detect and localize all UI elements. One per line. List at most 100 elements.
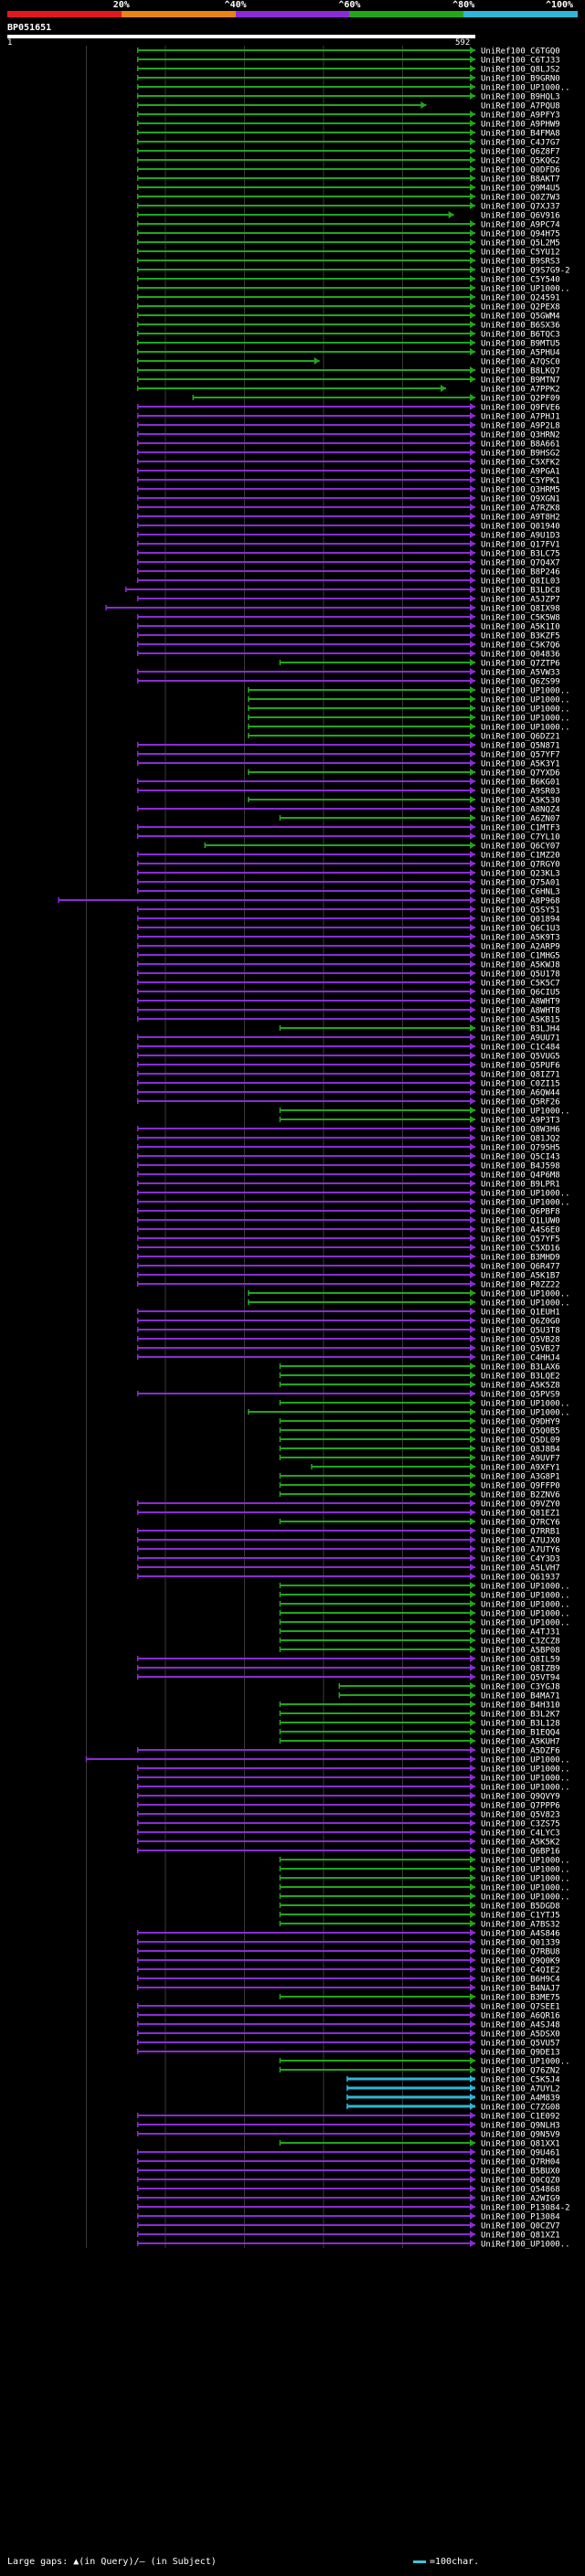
hit-row[interactable]: UniRef100_Q6C1U3 bbox=[136, 924, 560, 934]
hit-row[interactable]: UniRef100_A9XFY1 bbox=[311, 1463, 560, 1473]
hit-row[interactable]: UniRef100_Q01339 bbox=[136, 1938, 560, 1948]
hit-row[interactable]: UniRef100_A6ZN07 bbox=[279, 814, 560, 824]
hit-row[interactable]: UniRef100_B9GRN0 bbox=[136, 74, 560, 84]
hit-row[interactable]: UniRef100_Q5VT94 bbox=[136, 1673, 560, 1683]
hit-row[interactable]: UniRef100_Q8LJS2 bbox=[136, 65, 560, 75]
hit-row[interactable]: UniRef100_A5VW33 bbox=[136, 668, 560, 678]
hit-row[interactable]: UniRef100_A7UYL2 bbox=[346, 2084, 560, 2094]
hit-row[interactable]: UniRef100_Q5Q0B5 bbox=[279, 1426, 560, 1436]
hit-row[interactable]: UniRef100_C1YTJ5 bbox=[279, 1911, 560, 1921]
hit-row[interactable]: UniRef100_A8WHT8 bbox=[136, 1006, 560, 1016]
hit-row[interactable]: UniRef100_B1EQQ4 bbox=[279, 1728, 560, 1738]
hit-row[interactable]: UniRef100_Q3HRM5 bbox=[136, 485, 560, 495]
hit-row[interactable]: UniRef100_B4MA71 bbox=[338, 1691, 560, 1701]
hit-row[interactable]: UniRef100_UP1000.. bbox=[248, 1299, 570, 1309]
hit-row[interactable]: UniRef100_Q8IX98 bbox=[105, 604, 560, 614]
hit-row[interactable]: UniRef100_B9LPR1 bbox=[136, 1180, 560, 1190]
hit-row[interactable]: UniRef100_Q75A01 bbox=[136, 878, 560, 888]
hit-row[interactable]: UniRef100_A5K1B7 bbox=[136, 1271, 560, 1281]
hit-row[interactable]: UniRef100_B9HQL3 bbox=[136, 92, 560, 102]
hit-row[interactable]: UniRef100_A9SR03 bbox=[136, 787, 560, 797]
hit-row[interactable]: UniRef100_Q8W3H6 bbox=[136, 1125, 560, 1135]
hit-row[interactable]: UniRef100_A2ARP9 bbox=[136, 942, 560, 952]
hit-row[interactable]: UniRef100_Q76ZN2 bbox=[279, 2066, 560, 2076]
hit-row[interactable]: UniRef100_A7PQU8 bbox=[136, 101, 560, 111]
hit-row[interactable]: UniRef100_UP1000.. bbox=[279, 1600, 570, 1610]
hit-row[interactable]: UniRef100_C5YU12 bbox=[136, 248, 560, 258]
hit-row[interactable]: UniRef100_B3ME75 bbox=[279, 1993, 560, 2003]
hit-row[interactable]: UniRef100_Q81XZ1 bbox=[136, 2231, 560, 2241]
hit-row[interactable]: UniRef100_Q6R477 bbox=[136, 1262, 560, 1272]
hit-row[interactable]: UniRef100_UP1000.. bbox=[136, 1198, 570, 1208]
hit-row[interactable]: UniRef100_A7QSC0 bbox=[136, 357, 560, 367]
hit-row[interactable]: UniRef100_C4HHJ4 bbox=[136, 1353, 560, 1363]
hit-row[interactable]: UniRef100_Q94H75 bbox=[136, 229, 560, 239]
hit-row[interactable]: UniRef100_Q61937 bbox=[136, 1573, 560, 1583]
hit-row[interactable]: UniRef100_B3LC75 bbox=[136, 549, 560, 559]
hit-row[interactable]: UniRef100_Q9S7G9-2 bbox=[136, 266, 570, 276]
hit-row[interactable]: UniRef100_C3YGJ8 bbox=[338, 1682, 560, 1692]
hit-row[interactable]: UniRef100_Q0DFD6 bbox=[136, 165, 560, 175]
hit-row[interactable]: UniRef100_Q6Z8F7 bbox=[136, 147, 560, 157]
hit-row[interactable]: UniRef100_B6TQC3 bbox=[136, 330, 560, 340]
hit-row[interactable]: UniRef100_C6HNL3 bbox=[136, 887, 560, 897]
hit-row[interactable]: UniRef100_A7PPK2 bbox=[136, 385, 560, 395]
hit-row[interactable]: UniRef100_B6KG01 bbox=[136, 778, 560, 788]
hit-row[interactable]: UniRef100_B3LQE2 bbox=[279, 1372, 560, 1382]
hit-row[interactable]: UniRef100_A7RZK8 bbox=[136, 504, 560, 514]
hit-row[interactable]: UniRef100_A5DSX0 bbox=[136, 2030, 560, 2040]
hit-row[interactable]: UniRef100_Q6Z0G0 bbox=[136, 1317, 560, 1327]
hit-row[interactable]: UniRef100_B4FMA8 bbox=[136, 129, 560, 139]
hit-row[interactable]: UniRef100_Q8IZ71 bbox=[136, 1070, 560, 1080]
hit-row[interactable]: UniRef100_Q6PBF8 bbox=[136, 1207, 560, 1217]
hit-row[interactable]: UniRef100_Q9N5V9 bbox=[136, 2130, 560, 2140]
hit-row[interactable]: UniRef100_Q54868 bbox=[136, 2185, 560, 2195]
hit-row[interactable]: UniRef100_A5K5Z8 bbox=[279, 1381, 560, 1391]
hit-row[interactable]: UniRef100_C0ZI15 bbox=[136, 1079, 560, 1089]
hit-row[interactable]: UniRef100_A5K1I0 bbox=[136, 622, 560, 632]
hit-row[interactable]: UniRef100_Q5U178 bbox=[136, 970, 560, 980]
hit-row[interactable]: UniRef100_A9P2L8 bbox=[136, 421, 560, 431]
hit-row[interactable]: UniRef100_Q3HRN2 bbox=[136, 430, 560, 440]
hit-row[interactable]: UniRef100_Q7XJ37 bbox=[136, 202, 560, 212]
hit-row[interactable]: UniRef100_UP1000.. bbox=[279, 2057, 570, 2067]
hit-row[interactable]: UniRef100_A8NQZ4 bbox=[136, 805, 560, 815]
hit-row[interactable]: UniRef100_Q57YF5 bbox=[136, 1235, 560, 1245]
hit-row[interactable]: UniRef100_A9PHW9 bbox=[136, 120, 560, 130]
hit-row[interactable]: UniRef100_UP1000.. bbox=[279, 1865, 570, 1875]
hit-row[interactable]: UniRef100_Q0CZV7 bbox=[136, 2221, 560, 2231]
hit-row[interactable]: UniRef100_UP1000.. bbox=[279, 1399, 570, 1409]
hit-row[interactable]: UniRef100_Q9M4U5 bbox=[136, 184, 560, 194]
hit-row[interactable]: UniRef100_Q8J8B4 bbox=[279, 1445, 560, 1455]
hit-row[interactable]: UniRef100_Q5VUG5 bbox=[136, 1052, 560, 1062]
hit-row[interactable]: UniRef100_Q2PF09 bbox=[192, 394, 560, 404]
hit-row[interactable]: UniRef100_Q7ZTP6 bbox=[279, 659, 560, 669]
hit-row[interactable]: UniRef100_C5K5J4 bbox=[346, 2075, 560, 2085]
hit-row[interactable]: UniRef100_Q5V823 bbox=[136, 1810, 560, 1820]
hit-row[interactable]: UniRef100_Q9U461 bbox=[136, 2148, 560, 2158]
hit-row[interactable]: UniRef100_B4H310 bbox=[279, 1701, 560, 1711]
hit-row[interactable]: UniRef100_Q1EUH1 bbox=[136, 1308, 560, 1318]
hit-row[interactable]: UniRef100_B3LDC8 bbox=[124, 586, 560, 596]
hit-row[interactable]: UniRef100_Q6DZ21 bbox=[248, 732, 560, 742]
hit-row[interactable]: UniRef100_Q5SY51 bbox=[136, 906, 560, 916]
hit-row[interactable]: UniRef100_Q5CI43 bbox=[136, 1152, 560, 1162]
hit-row[interactable]: UniRef100_C1E092 bbox=[136, 2112, 560, 2122]
hit-row[interactable]: UniRef100_UP1000.. bbox=[279, 1609, 570, 1619]
hit-row[interactable]: UniRef100_A5PHU4 bbox=[136, 348, 560, 358]
hit-row[interactable]: UniRef100_Q81JQ2 bbox=[136, 1134, 560, 1144]
hit-row[interactable]: UniRef100_Q0CQZ0 bbox=[136, 2176, 560, 2186]
hit-row[interactable]: UniRef100_Q01940 bbox=[136, 522, 560, 532]
hit-row[interactable]: UniRef100_B8AKT7 bbox=[136, 175, 560, 185]
hit-row[interactable]: UniRef100_C7YL10 bbox=[136, 832, 560, 843]
hit-row[interactable]: UniRef100_Q6BP16 bbox=[136, 1847, 560, 1857]
hit-row[interactable]: UniRef100_B3L128 bbox=[279, 1719, 560, 1729]
hit-row[interactable]: UniRef100_A5KWJ8 bbox=[136, 960, 560, 970]
hit-row[interactable]: UniRef100_B3L2K7 bbox=[279, 1710, 560, 1720]
hit-row[interactable]: UniRef100_UP1000.. bbox=[136, 1774, 570, 1784]
hit-row[interactable]: UniRef100_Q9QVY9 bbox=[136, 1792, 560, 1802]
hit-row[interactable]: UniRef100_UP1000.. bbox=[279, 1582, 570, 1592]
hit-row[interactable]: UniRef100_Q7RH04 bbox=[136, 2157, 560, 2168]
hit-row[interactable]: UniRef100_Q04836 bbox=[136, 650, 560, 660]
hit-row[interactable]: UniRef100_Q5VB28 bbox=[136, 1335, 560, 1345]
